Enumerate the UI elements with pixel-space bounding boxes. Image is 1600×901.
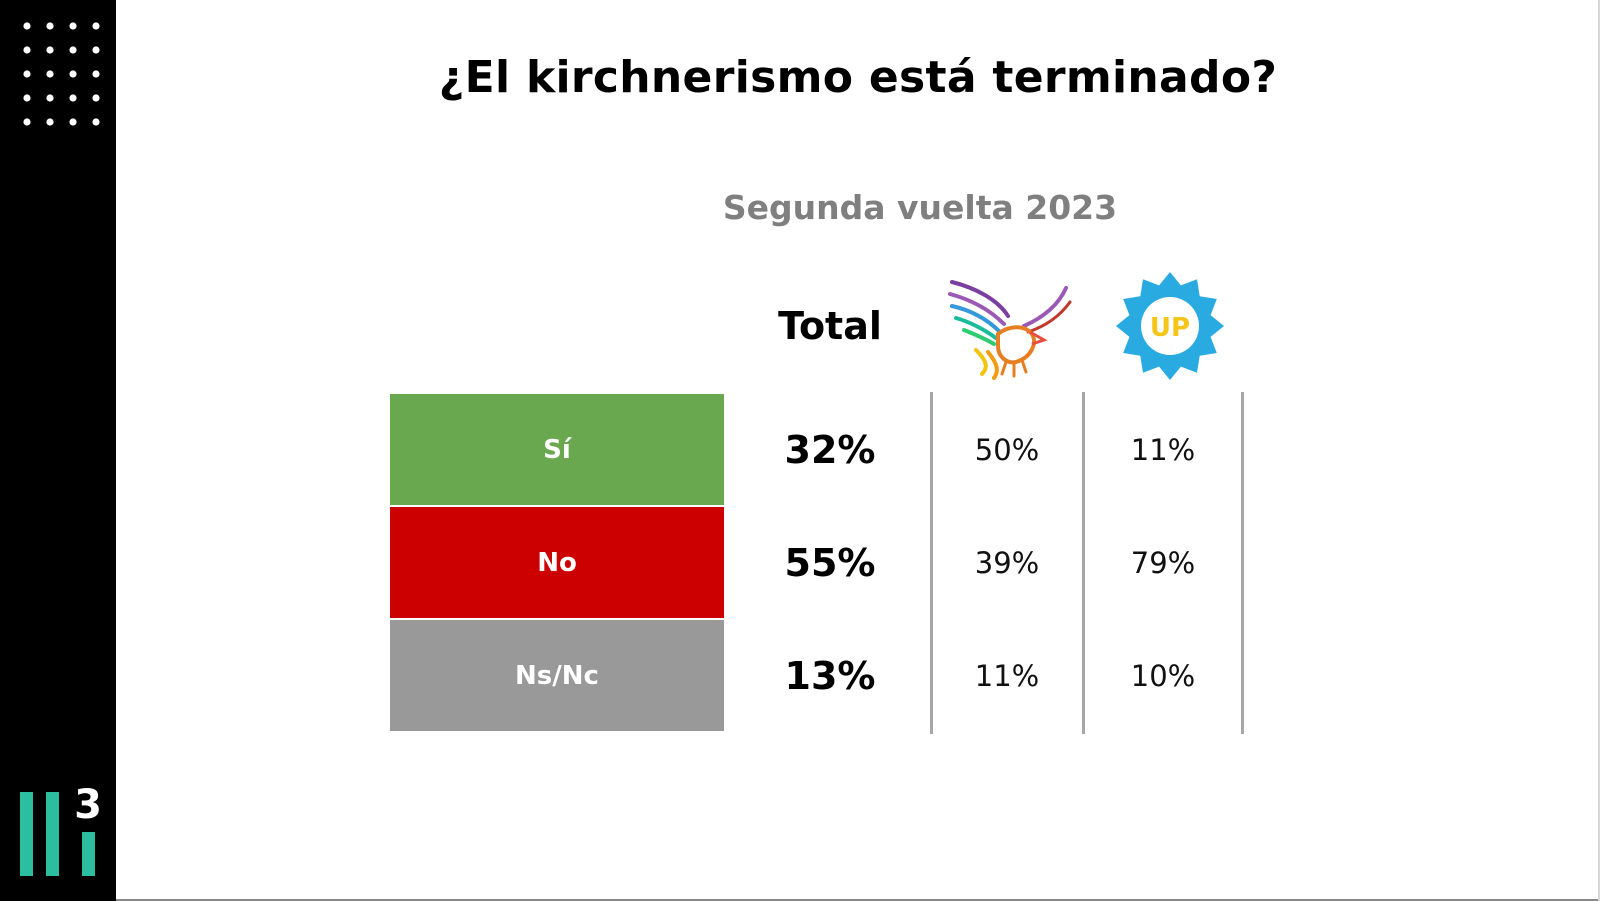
- up-value-nsnc: 10%: [1130, 658, 1196, 693]
- up-value-si: 11%: [1130, 432, 1196, 467]
- dot: [92, 22, 100, 30]
- lla-value-nsnc: 11%: [974, 658, 1040, 693]
- column-divider: [930, 392, 933, 734]
- chart-title: ¿El kirchnerismo está terminado?: [438, 52, 1278, 103]
- dot: [46, 70, 54, 78]
- dot: [92, 70, 100, 78]
- row-label-text: Sí: [543, 434, 571, 465]
- row-label-si: Sí: [390, 394, 724, 505]
- up-badge-text: UP: [1150, 313, 1190, 343]
- row-label-nsnc: Ns/Nc: [390, 620, 724, 731]
- dot: [92, 46, 100, 54]
- chart-subtitle: Segunda vuelta 2023: [722, 188, 1118, 227]
- up-badge-icon: UP: [1116, 272, 1224, 380]
- row-label-no: No: [390, 507, 724, 618]
- up-value-no: 79%: [1130, 545, 1196, 580]
- dot: [92, 94, 100, 102]
- dot: [69, 46, 77, 54]
- dot: [23, 70, 31, 78]
- row-label-text: No: [537, 547, 577, 578]
- dot: [69, 22, 77, 30]
- eagle-logo-icon: [948, 280, 1072, 380]
- dot: [23, 22, 31, 30]
- dot: [23, 118, 31, 126]
- frame-right-border: [1598, 0, 1600, 901]
- sidebar: 3: [0, 0, 116, 901]
- lla-value-no: 39%: [974, 545, 1040, 580]
- row-label-text: Ns/Nc: [515, 660, 599, 691]
- total-value-nsnc: 13%: [784, 653, 876, 698]
- frame-bottom-border: [116, 899, 1600, 901]
- dot: [69, 118, 77, 126]
- dot: [69, 70, 77, 78]
- dot-grid-icon: [23, 22, 100, 126]
- brand-logo-digit: 3: [74, 782, 102, 828]
- total-value-no: 55%: [784, 540, 876, 585]
- column-divider: [1241, 392, 1244, 734]
- total-value-si: 32%: [784, 427, 876, 472]
- column-header-total: Total: [778, 304, 882, 348]
- dot: [23, 94, 31, 102]
- lla-value-si: 50%: [974, 432, 1040, 467]
- dot: [92, 118, 100, 126]
- dot: [46, 46, 54, 54]
- column-divider: [1082, 392, 1085, 734]
- dot: [46, 22, 54, 30]
- dot: [46, 94, 54, 102]
- brand-logo: 3: [20, 782, 102, 876]
- dot: [23, 46, 31, 54]
- dot: [46, 118, 54, 126]
- dot: [69, 94, 77, 102]
